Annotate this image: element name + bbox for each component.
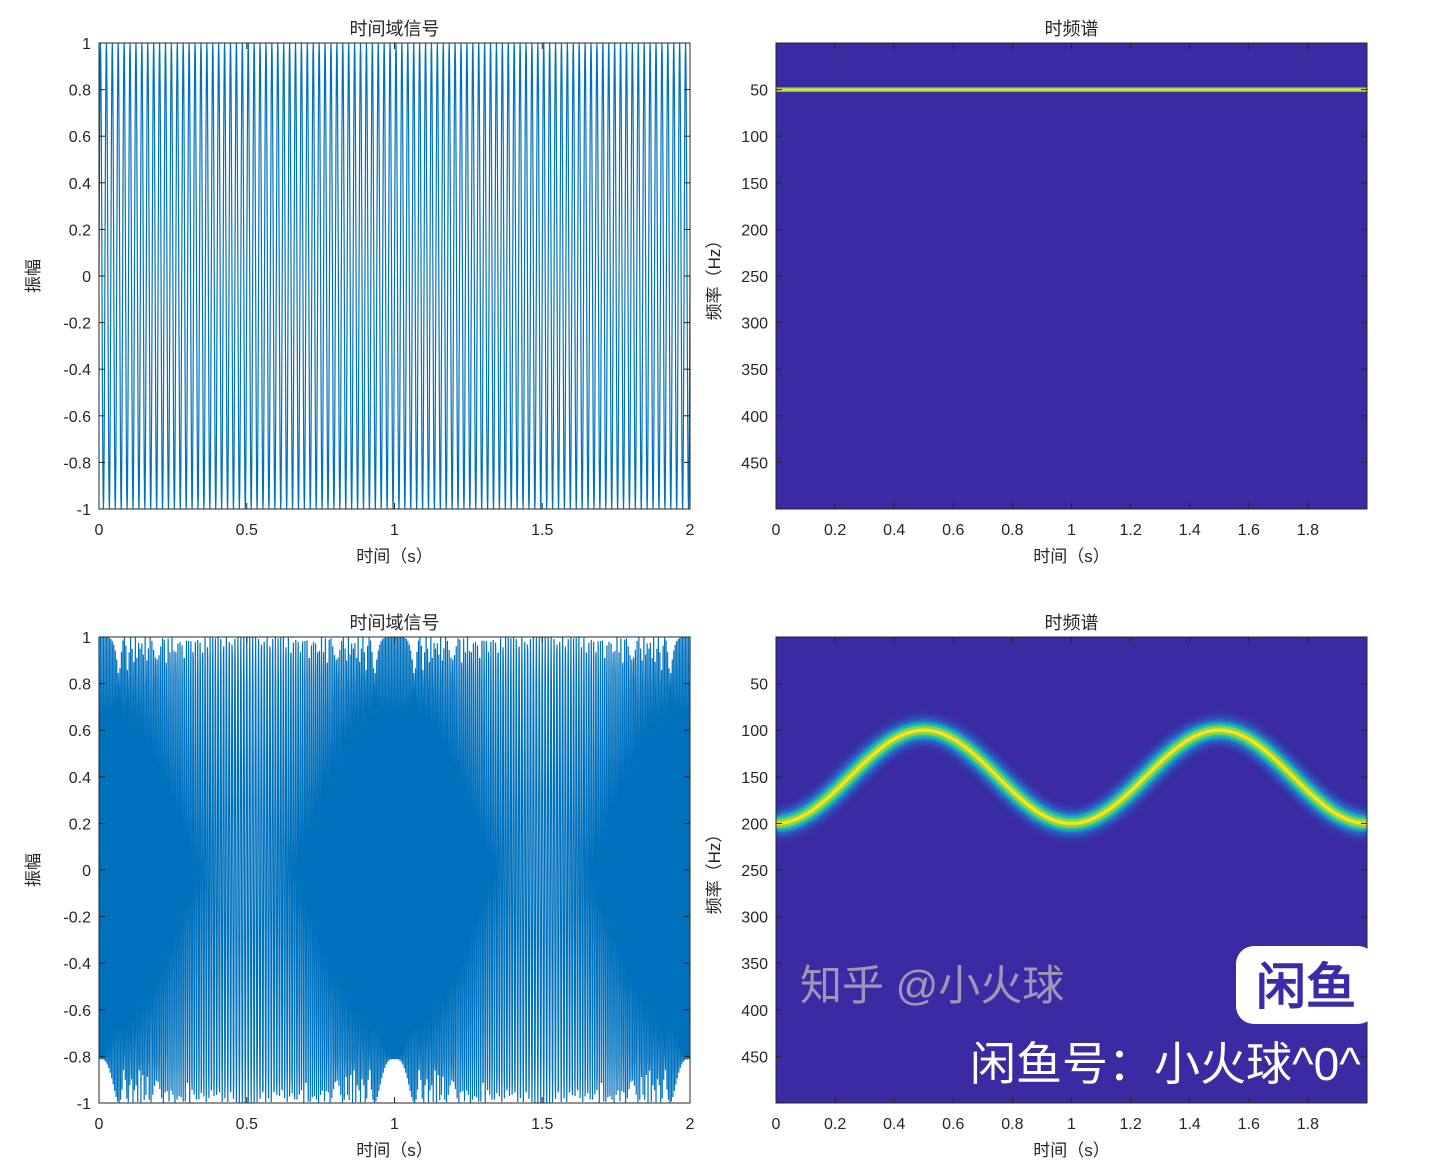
zhihu-watermark: 知乎 @小火球	[800, 962, 1064, 1009]
y-tick-label: 450	[741, 455, 768, 472]
subplot-2: 0 0.2 0.4 0.6 0.8 1 1.2 1.4 1.6 1.8 50 100 150 200 250…	[705, 19, 1368, 566]
y-axis-label: 频率（Hz）	[705, 232, 724, 321]
x-tick-label: 0.6	[942, 1116, 964, 1133]
x-tick-label: 1	[1067, 1116, 1076, 1133]
chart-title: 时频谱	[1045, 19, 1099, 39]
y-tick-label: -0.8	[63, 1049, 91, 1066]
x-tick-label: 1.5	[531, 1116, 553, 1133]
y-tick-label: 250	[741, 269, 768, 286]
xianyu-id-watermark: 闲鱼号：小火球^0^	[970, 1038, 1361, 1090]
y-axis-label: 频率（Hz）	[705, 826, 724, 915]
xianyu-logo-badge	[1236, 946, 1376, 1024]
y-tick-label: 0	[82, 269, 91, 286]
x-tick-label: 1.2	[1119, 522, 1141, 539]
x-tick-label: 1	[390, 522, 399, 539]
ridge-peak	[776, 728, 1367, 826]
y-tick-label: -0.8	[63, 455, 91, 472]
xianyu-logo: 闲鱼	[1256, 959, 1356, 1015]
subplot-4: 0 0.2 0.4 0.6 0.8 1 1.2 1.4 1.6 1.8 50 100 150 200 250…	[705, 613, 1368, 1160]
y-tick-label: 0.6	[69, 723, 91, 740]
y-tick-label: 150	[741, 770, 768, 787]
y-tick-label: 450	[741, 1049, 768, 1066]
heatmap-background	[776, 637, 1367, 1103]
chart-title: 时间域信号	[350, 19, 440, 39]
y-tick-label: 150	[741, 176, 768, 193]
x-tick-label: 0	[772, 1116, 781, 1133]
x-tick-label: 0	[772, 522, 781, 539]
y-tick-label: -0.6	[63, 1003, 91, 1020]
subplot-1: 0 0.5 1 1.5 2 1 0.8 0.6 0.4 0.2 0 -0.2 -0.4 -0.6 -0.8 -…	[24, 19, 695, 566]
subplot-3: 0 0.5 1 1.5 2 1 0.8 0.6 0.4 0.2 0 -0.2 -0.4 -0.6 -0.8 -…	[24, 613, 695, 1160]
y-tick-label: -0.2	[63, 316, 91, 333]
y-tick-label: -0.6	[63, 409, 91, 426]
y-tick-label: 0	[82, 863, 91, 880]
heatmap-background	[776, 43, 1367, 509]
signal-line	[98, 636, 691, 1104]
y-tick-label: -1	[77, 1096, 91, 1113]
x-tick-label: 1	[390, 1116, 399, 1133]
x-tick-label: 1.6	[1238, 522, 1260, 539]
y-tick-label: 300	[741, 910, 768, 927]
y-tick-label: -1	[77, 502, 91, 519]
y-tick-label: 0.8	[69, 677, 91, 694]
y-axis-label: 振幅	[24, 853, 43, 887]
y-tick-label: 350	[741, 956, 768, 973]
signal-line	[98, 42, 691, 510]
x-tick-label: 2	[686, 1116, 695, 1133]
x-tick-label: 0.8	[1001, 1116, 1023, 1133]
x-axis-label: 时间（s）	[1033, 547, 1110, 566]
y-tick-label: 200	[741, 816, 768, 833]
chart-title: 时间域信号	[350, 613, 440, 633]
y-tick-label: 0.6	[69, 129, 91, 146]
y-tick-label: 0.2	[69, 222, 91, 239]
y-axis-label: 振幅	[24, 259, 43, 293]
y-tick-label: 400	[741, 409, 768, 426]
x-axis-label: 时间（s）	[356, 547, 433, 566]
x-tick-label: 1.8	[1297, 1116, 1319, 1133]
x-tick-label: 1.2	[1119, 1116, 1141, 1133]
x-tick-label: 0	[95, 522, 104, 539]
y-tick-label: 100	[741, 723, 768, 740]
y-tick-label: 50	[750, 83, 768, 100]
x-tick-label: 0.5	[236, 1116, 258, 1133]
y-tick-label: 250	[741, 863, 768, 880]
x-tick-label: 1.5	[531, 522, 553, 539]
y-tick-label: 1	[82, 630, 91, 647]
y-tick-label: 400	[741, 1003, 768, 1020]
chart-title: 时频谱	[1045, 613, 1099, 633]
y-tick-label: 0.8	[69, 83, 91, 100]
y-tick-label: 200	[741, 222, 768, 239]
y-tick-label: 100	[741, 129, 768, 146]
x-tick-label: 1.6	[1238, 1116, 1260, 1133]
y-tick-label: 0.4	[69, 770, 91, 787]
y-tick-label: -0.4	[63, 956, 91, 973]
x-tick-label: 2	[686, 522, 695, 539]
x-tick-label: 0.2	[824, 522, 846, 539]
x-axis-label: 时间（s）	[356, 1141, 433, 1160]
x-tick-label: 0.8	[1001, 522, 1023, 539]
x-tick-label: 1.4	[1179, 1116, 1201, 1133]
y-tick-label: 0.4	[69, 176, 91, 193]
x-tick-label: 0.5	[236, 522, 258, 539]
x-axis-label: 时间（s）	[1033, 1141, 1110, 1160]
x-tick-label: 1.8	[1297, 522, 1319, 539]
y-tick-label: 350	[741, 362, 768, 379]
y-tick-label: -0.2	[63, 910, 91, 927]
y-tick-label: -0.4	[63, 362, 91, 379]
y-tick-label: 300	[741, 316, 768, 333]
x-tick-label: 1.4	[1179, 522, 1201, 539]
x-tick-label: 0.2	[824, 1116, 846, 1133]
watermark-layer: 闲鱼 闲鱼号：小火球^0^ 知乎 @小火球	[800, 946, 1376, 1090]
y-tick-label: 50	[750, 677, 768, 694]
ridge	[776, 718, 1367, 836]
x-tick-label: 1	[1067, 522, 1076, 539]
x-tick-label: 0.4	[883, 1116, 905, 1133]
y-tick-label: 0.2	[69, 816, 91, 833]
x-tick-label: 0	[95, 1116, 104, 1133]
x-tick-label: 0.4	[883, 522, 905, 539]
y-tick-label: 1	[82, 36, 91, 53]
x-tick-label: 0.6	[942, 522, 964, 539]
